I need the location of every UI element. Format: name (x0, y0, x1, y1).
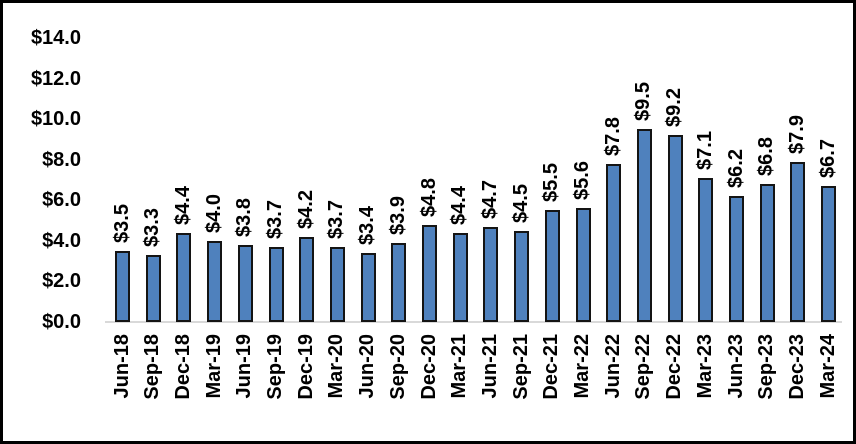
bar-chart-plot-area: $0.0 $2.0 $4.0 $6.0 $8.0 $10.0 $12.0 $14.0 $3.5… (3, 3, 853, 441)
x-axis-category-label: Mar-19 (202, 334, 225, 399)
x-axis-category-label: Sep-22 (632, 334, 655, 400)
x-axis-category-label: Jun-21 (478, 334, 501, 399)
y-axis-tick-label: $12.0 (30, 67, 81, 90)
y-axis-tick-label: $10.0 (30, 108, 81, 131)
bar-value-label: $4.0 (202, 194, 225, 233)
bar-value-label: $3.7 (264, 200, 286, 239)
y-axis-tick-label: $6.0 (42, 189, 81, 212)
x-axis-category-label: Jun-23 (724, 334, 747, 399)
x-axis-category-label: Mar-21 (448, 334, 471, 399)
bar-value-label: $4.4 (171, 186, 194, 225)
bar-value-label: $4.4 (448, 186, 471, 225)
bar (391, 243, 407, 322)
bar (360, 253, 376, 322)
bar-value-label: $3.5 (110, 204, 133, 243)
bar-value-label: $3.9 (386, 196, 409, 235)
x-axis-category-label: Jun-18 (110, 334, 133, 399)
bar (422, 225, 437, 322)
bar (698, 178, 714, 322)
bar-value-label: $3.4 (356, 206, 379, 245)
x-axis-category-label: Dec-18 (171, 334, 194, 400)
bar-value-label: $9.5 (632, 82, 655, 121)
bar-value-label: $3.7 (325, 200, 348, 239)
bar (636, 129, 652, 322)
bar (145, 255, 161, 322)
bar (606, 164, 622, 322)
bar-value-label: $4.2 (294, 190, 317, 229)
bar (115, 251, 130, 322)
bar (759, 184, 775, 322)
bar-value-label: $5.5 (540, 163, 563, 202)
bar-value-label: $4.5 (509, 184, 532, 223)
y-axis-tick-label: $2.0 (42, 270, 81, 293)
bar (329, 247, 345, 322)
bar-value-label: $6.2 (724, 149, 747, 188)
bar (729, 196, 744, 322)
y-axis-tick-label: $0.0 (42, 311, 81, 333)
x-axis-category-label: Dec-19 (294, 334, 317, 400)
bar (452, 233, 468, 322)
x-axis-category-label: Dec-20 (417, 334, 440, 400)
bar (207, 241, 223, 322)
bar-value-label: $7.8 (601, 117, 624, 156)
bar-value-label: $4.8 (417, 178, 440, 217)
bar (790, 162, 806, 322)
bar-value-label: $3.3 (141, 208, 164, 247)
x-axis-category-label: Dec-22 (663, 334, 686, 400)
x-axis-category-label: Sep-18 (141, 334, 164, 400)
bar (575, 208, 591, 322)
x-axis-category-label: Dec-23 (785, 334, 808, 400)
bar-value-label: $5.6 (571, 161, 593, 200)
x-axis-category-label: Jun-19 (233, 334, 256, 399)
y-axis-tick-label: $4.0 (42, 229, 81, 252)
x-axis-category-label: Mar-20 (325, 334, 348, 399)
x-axis-category-label: Mar-24 (816, 334, 839, 399)
x-axis-category-label: Dec-21 (540, 334, 563, 400)
x-axis-category-label: Sep-20 (386, 334, 409, 400)
bar-value-label: $9.2 (663, 88, 686, 127)
y-axis-tick-label: $14.0 (30, 27, 81, 49)
x-axis-category-label: Jun-22 (601, 334, 624, 399)
bar-value-label: $7.9 (785, 115, 808, 154)
bar (544, 210, 560, 322)
bar-value-label: $6.7 (816, 139, 839, 178)
x-axis-category-label: Mar-23 (693, 334, 716, 399)
bar-value-label: $7.1 (693, 131, 716, 170)
bar (821, 186, 837, 322)
bar-value-label: $4.7 (478, 180, 501, 219)
x-axis-category-label: Mar-22 (571, 334, 593, 399)
bar (514, 231, 530, 322)
x-axis-baseline (105, 321, 842, 323)
y-axis-tick-label: $8.0 (42, 148, 81, 171)
x-axis-category-label: Sep-23 (755, 334, 778, 400)
x-axis-category-label: Sep-19 (264, 334, 286, 400)
bar (268, 247, 284, 322)
bar (667, 135, 683, 322)
x-axis-category-label: Jun-20 (356, 334, 379, 399)
x-axis-category-label: Sep-21 (509, 334, 532, 400)
bar-value-label: $6.8 (755, 137, 778, 176)
bar (483, 227, 499, 322)
bar (299, 237, 315, 322)
bar (176, 233, 192, 322)
bar (237, 245, 253, 322)
bar-value-label: $3.8 (233, 198, 256, 237)
